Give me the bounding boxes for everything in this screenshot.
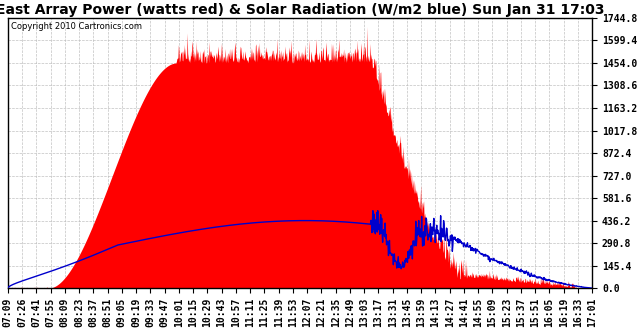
Title: East Array Power (watts red) & Solar Radiation (W/m2 blue) Sun Jan 31 17:03: East Array Power (watts red) & Solar Rad… (0, 3, 604, 17)
Text: Copyright 2010 Cartronics.com: Copyright 2010 Cartronics.com (11, 22, 141, 31)
